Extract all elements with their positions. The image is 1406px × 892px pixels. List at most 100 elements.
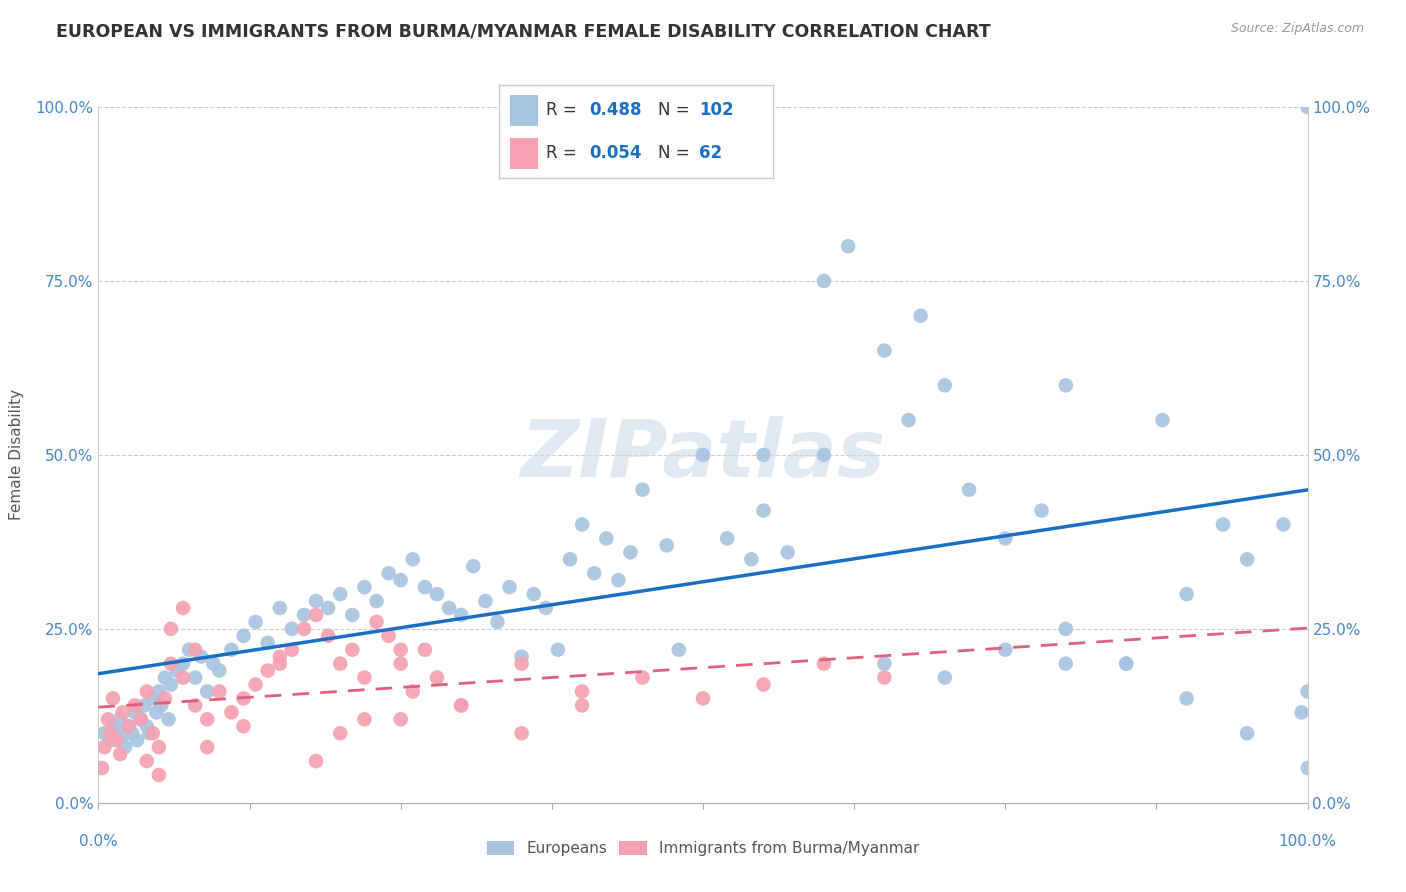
Point (91, 761, 114, 775)
Point (1054, 657, 1077, 671)
Point (160, 622, 183, 636)
Point (1031, 503, 1053, 517)
Point (692, 448, 714, 462)
Point (510, 726, 533, 740)
Point (1115, 657, 1137, 671)
Point (245, 677, 267, 691)
Point (138, 726, 160, 740)
Point (179, 642, 201, 657)
Text: ZIPatlas: ZIPatlas (520, 416, 886, 494)
Point (256, 636, 278, 650)
Point (1175, 691, 1198, 706)
Point (463, 559, 485, 574)
Point (873, 657, 896, 671)
Point (474, 594, 496, 608)
Point (752, 677, 775, 691)
Text: 0.0%: 0.0% (79, 834, 118, 849)
Point (813, 448, 835, 462)
Point (135, 684, 157, 698)
Point (402, 552, 425, 566)
Point (256, 664, 278, 678)
Point (184, 671, 207, 685)
Point (166, 664, 188, 678)
Point (208, 664, 231, 678)
Point (1175, 587, 1198, 601)
Point (813, 657, 835, 671)
Point (232, 629, 254, 643)
Point (583, 566, 606, 581)
Point (740, 552, 762, 566)
Point (413, 580, 436, 594)
Point (124, 698, 146, 713)
Point (100, 726, 122, 740)
Point (292, 622, 315, 636)
Point (195, 684, 218, 698)
Point (402, 684, 425, 698)
Point (1291, 706, 1313, 720)
Point (716, 532, 738, 546)
FancyBboxPatch shape (510, 95, 537, 126)
Point (1236, 552, 1258, 566)
Point (426, 587, 449, 601)
Point (172, 671, 194, 685)
Point (366, 615, 388, 629)
Point (353, 580, 375, 594)
Point (221, 642, 243, 657)
Point (994, 642, 1017, 657)
Point (510, 649, 533, 664)
Point (437, 601, 460, 615)
Point (366, 594, 388, 608)
Point (571, 517, 593, 532)
Point (305, 607, 328, 622)
Point (160, 677, 183, 691)
Point (619, 545, 641, 559)
Point (426, 671, 449, 685)
Point (934, 378, 956, 392)
Point (305, 594, 328, 608)
Point (129, 712, 152, 726)
Legend: Europeans, Immigrants from Burma/Myanmar: Europeans, Immigrants from Burma/Myanmar (481, 835, 925, 862)
Point (752, 503, 775, 517)
Text: R =: R = (546, 145, 582, 162)
Point (342, 642, 364, 657)
Point (353, 671, 375, 685)
Point (134, 698, 156, 713)
Point (498, 580, 520, 594)
Point (316, 629, 339, 643)
Point (389, 712, 412, 726)
Point (118, 719, 141, 733)
Point (329, 587, 352, 601)
Point (292, 607, 315, 622)
Point (129, 712, 152, 726)
Text: EUROPEAN VS IMMIGRANTS FROM BURMA/MYANMAR FEMALE DISABILITY CORRELATION CHART: EUROPEAN VS IMMIGRANTS FROM BURMA/MYANMA… (56, 22, 991, 40)
Point (184, 698, 207, 713)
Point (195, 712, 218, 726)
Point (281, 622, 304, 636)
Point (232, 719, 254, 733)
Point (450, 607, 472, 622)
Point (776, 545, 799, 559)
Point (342, 607, 364, 622)
Point (450, 698, 472, 713)
Point (873, 671, 896, 685)
Text: Source: ZipAtlas.com: Source: ZipAtlas.com (1230, 22, 1364, 36)
Text: R =: R = (546, 101, 582, 119)
Point (510, 657, 533, 671)
Point (655, 538, 678, 552)
FancyBboxPatch shape (510, 138, 537, 169)
Point (105, 733, 128, 747)
Point (631, 671, 654, 685)
Point (547, 642, 569, 657)
Text: 62: 62 (699, 145, 723, 162)
Point (607, 573, 630, 587)
Point (1054, 622, 1077, 636)
Point (142, 691, 165, 706)
Point (1152, 413, 1174, 427)
Point (1272, 517, 1295, 532)
Point (1296, 100, 1319, 114)
Text: 0.054: 0.054 (589, 145, 643, 162)
Point (269, 649, 291, 664)
Point (172, 601, 194, 615)
Point (142, 726, 165, 740)
Point (121, 726, 143, 740)
